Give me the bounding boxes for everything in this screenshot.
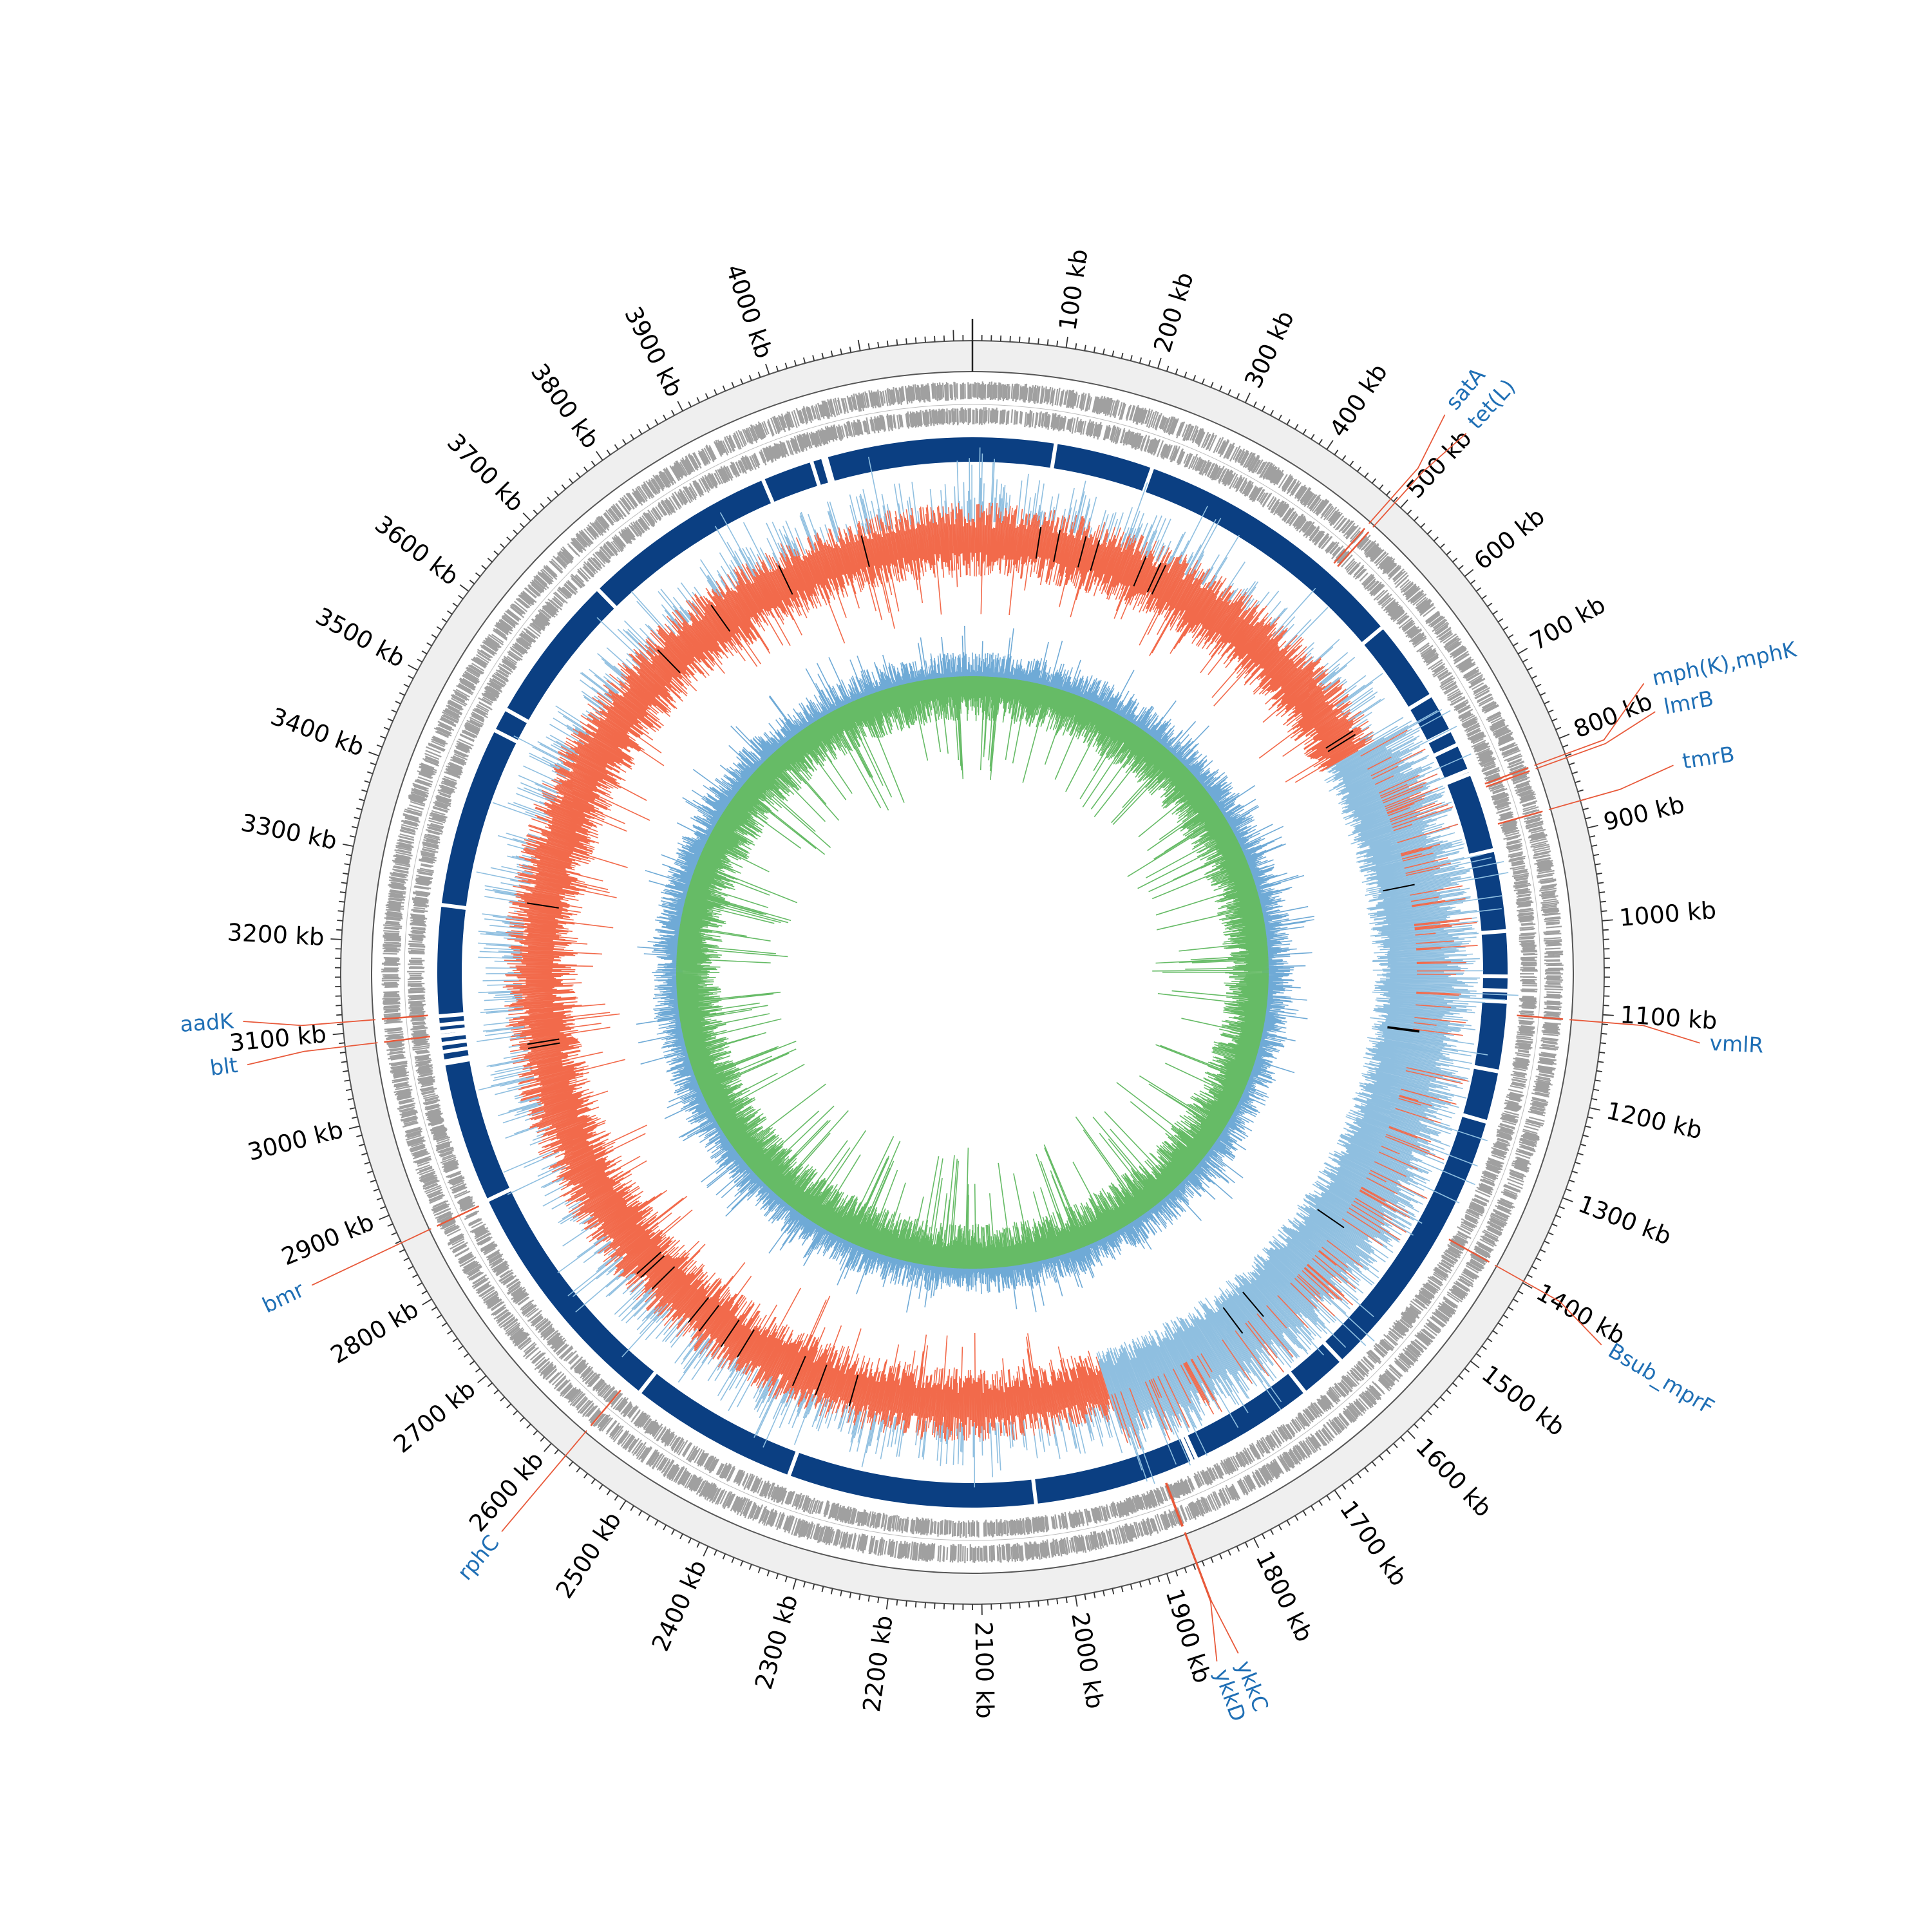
- annotation-leader-line: [243, 1019, 375, 1027]
- gc-skew-track: [636, 625, 1315, 1313]
- gene-feature-track: [381, 381, 1564, 1564]
- gc-content-track: [476, 447, 1519, 1488]
- tick-label: 600 kb: [1469, 502, 1550, 575]
- tick-label: 1800 kb: [1250, 1547, 1318, 1646]
- tick-label: 300 kb: [1239, 307, 1300, 392]
- tick-label: 2300 kb: [750, 1591, 803, 1692]
- tick-label: 3500 kb: [311, 602, 410, 673]
- tick-label: 3300 kb: [239, 809, 339, 855]
- forward-strand-features: [381, 381, 1564, 1564]
- annotation-leader-line: [1494, 1264, 1602, 1345]
- annotation-leader-line: [1534, 683, 1645, 766]
- feature-track-baseline: [404, 404, 1541, 1541]
- annotation-leader-line: [1535, 711, 1656, 770]
- gene-annotation-label: blt: [209, 1052, 240, 1081]
- gc-skew-negative: [676, 676, 1269, 1269]
- tick-label: 500 kb: [1401, 424, 1477, 504]
- gene-annotation-label: tmrB: [1681, 741, 1736, 773]
- gc-content-markers: [527, 526, 1420, 1406]
- annotation-leader-line: [1372, 433, 1467, 528]
- annotation-leader-line: [1368, 414, 1446, 524]
- tick-label: 3900 kb: [619, 302, 688, 401]
- tick-label: 900 kb: [1601, 790, 1687, 836]
- tick-label: 2100 kb: [970, 1622, 999, 1719]
- tick-label: 800 kb: [1569, 687, 1656, 743]
- tick-label: 3100 kb: [228, 1020, 327, 1057]
- tick-label: 1700 kb: [1334, 1495, 1413, 1591]
- gene-annotation-label: bmr: [258, 1276, 308, 1318]
- tick-label: 1200 kb: [1604, 1097, 1705, 1144]
- tick-label: 1000 kb: [1618, 896, 1718, 932]
- tick-label: 1600 kb: [1410, 1433, 1497, 1522]
- tick-label: 2000 kb: [1066, 1611, 1109, 1711]
- gc-content-below-average: [502, 502, 1478, 1448]
- gene-annotation-label: lmrB: [1662, 685, 1715, 719]
- tick-label: 3200 kb: [227, 918, 325, 951]
- tick-label: 1300 kb: [1575, 1190, 1675, 1251]
- gene-annotation-label: vmlR: [1709, 1030, 1765, 1058]
- tick-label: 3400 kb: [267, 703, 368, 762]
- tick-label: 400 kb: [1324, 359, 1393, 442]
- tick-label: 2800 kb: [326, 1295, 423, 1369]
- tick-label: 2200 kb: [858, 1614, 898, 1714]
- gene-annotation-label: Bsub_mprF: [1604, 1338, 1719, 1419]
- tick-label: 3600 kb: [370, 510, 464, 591]
- tick-label: 2600 kb: [464, 1446, 549, 1537]
- tick-label: 2700 kb: [388, 1375, 481, 1458]
- annotation-leader-line: [311, 1228, 431, 1286]
- tick-label: 1100 kb: [1619, 1001, 1718, 1035]
- tick-label: 3000 kb: [245, 1115, 346, 1166]
- contig-track: [437, 437, 1510, 1508]
- tick-label: 1400 kb: [1531, 1278, 1630, 1350]
- tick-label: 2400 kb: [647, 1556, 712, 1656]
- tick-label: 1500 kb: [1477, 1360, 1570, 1442]
- highlighted-gene-features: [381, 527, 1564, 1527]
- gene-annotation-label: mph(K),mphK: [1650, 636, 1799, 690]
- tick-label: 700 kb: [1526, 591, 1611, 656]
- tick-label: 2500 kb: [551, 1507, 627, 1604]
- annotation-leader-line: [1569, 1019, 1700, 1044]
- contig-ring: [437, 437, 1508, 1508]
- annotation-leader-line: [1548, 764, 1674, 810]
- gene-annotation-label: aadK: [179, 1008, 235, 1037]
- annotation-leader-line: [501, 1430, 587, 1532]
- tick-label: 3700 kb: [442, 428, 529, 517]
- tick-label: 1900 kb: [1160, 1586, 1217, 1687]
- annotation-leader-line: [247, 1042, 378, 1066]
- tick-label: 4000 kb: [721, 261, 778, 362]
- annotation-leader-line: [1184, 1532, 1218, 1662]
- tick-label: 100 kb: [1054, 247, 1093, 332]
- contig-gaps: [437, 441, 1510, 1506]
- tick-label: 3800 kb: [526, 359, 605, 453]
- reverse-strand-features: [407, 407, 1538, 1538]
- tick-label: 200 kb: [1148, 269, 1198, 355]
- annotation-leader-line: [1184, 1531, 1239, 1654]
- gene-annotation-label: rphC: [452, 1530, 504, 1585]
